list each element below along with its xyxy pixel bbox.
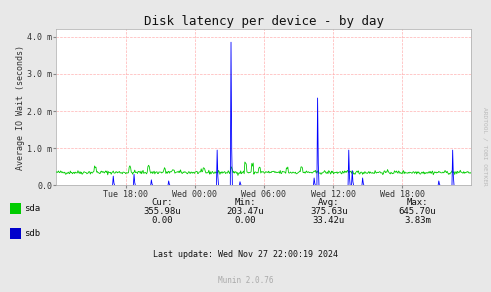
Text: Last update: Wed Nov 27 22:00:19 2024: Last update: Wed Nov 27 22:00:19 2024 — [153, 250, 338, 258]
Text: 645.70u: 645.70u — [399, 207, 436, 216]
Text: 375.63u: 375.63u — [310, 207, 348, 216]
Text: sdb: sdb — [24, 229, 40, 238]
Text: 0.00: 0.00 — [235, 216, 256, 225]
Text: Max:: Max: — [407, 199, 428, 207]
Text: ARDTOOL / TOBI OETKER: ARDTOOL / TOBI OETKER — [483, 107, 488, 185]
Text: Avg:: Avg: — [318, 199, 340, 207]
Y-axis label: Average IO Wait (seconds): Average IO Wait (seconds) — [16, 45, 25, 170]
Title: Disk latency per device - by day: Disk latency per device - by day — [144, 15, 384, 28]
Text: 355.98u: 355.98u — [143, 207, 181, 216]
Text: 0.00: 0.00 — [151, 216, 173, 225]
Text: Cur:: Cur: — [151, 199, 173, 207]
Text: 3.83m: 3.83m — [404, 216, 431, 225]
Text: 203.47u: 203.47u — [227, 207, 264, 216]
Text: sda: sda — [24, 204, 40, 213]
Text: 33.42u: 33.42u — [313, 216, 345, 225]
Text: Min:: Min: — [235, 199, 256, 207]
Text: Munin 2.0.76: Munin 2.0.76 — [218, 276, 273, 285]
